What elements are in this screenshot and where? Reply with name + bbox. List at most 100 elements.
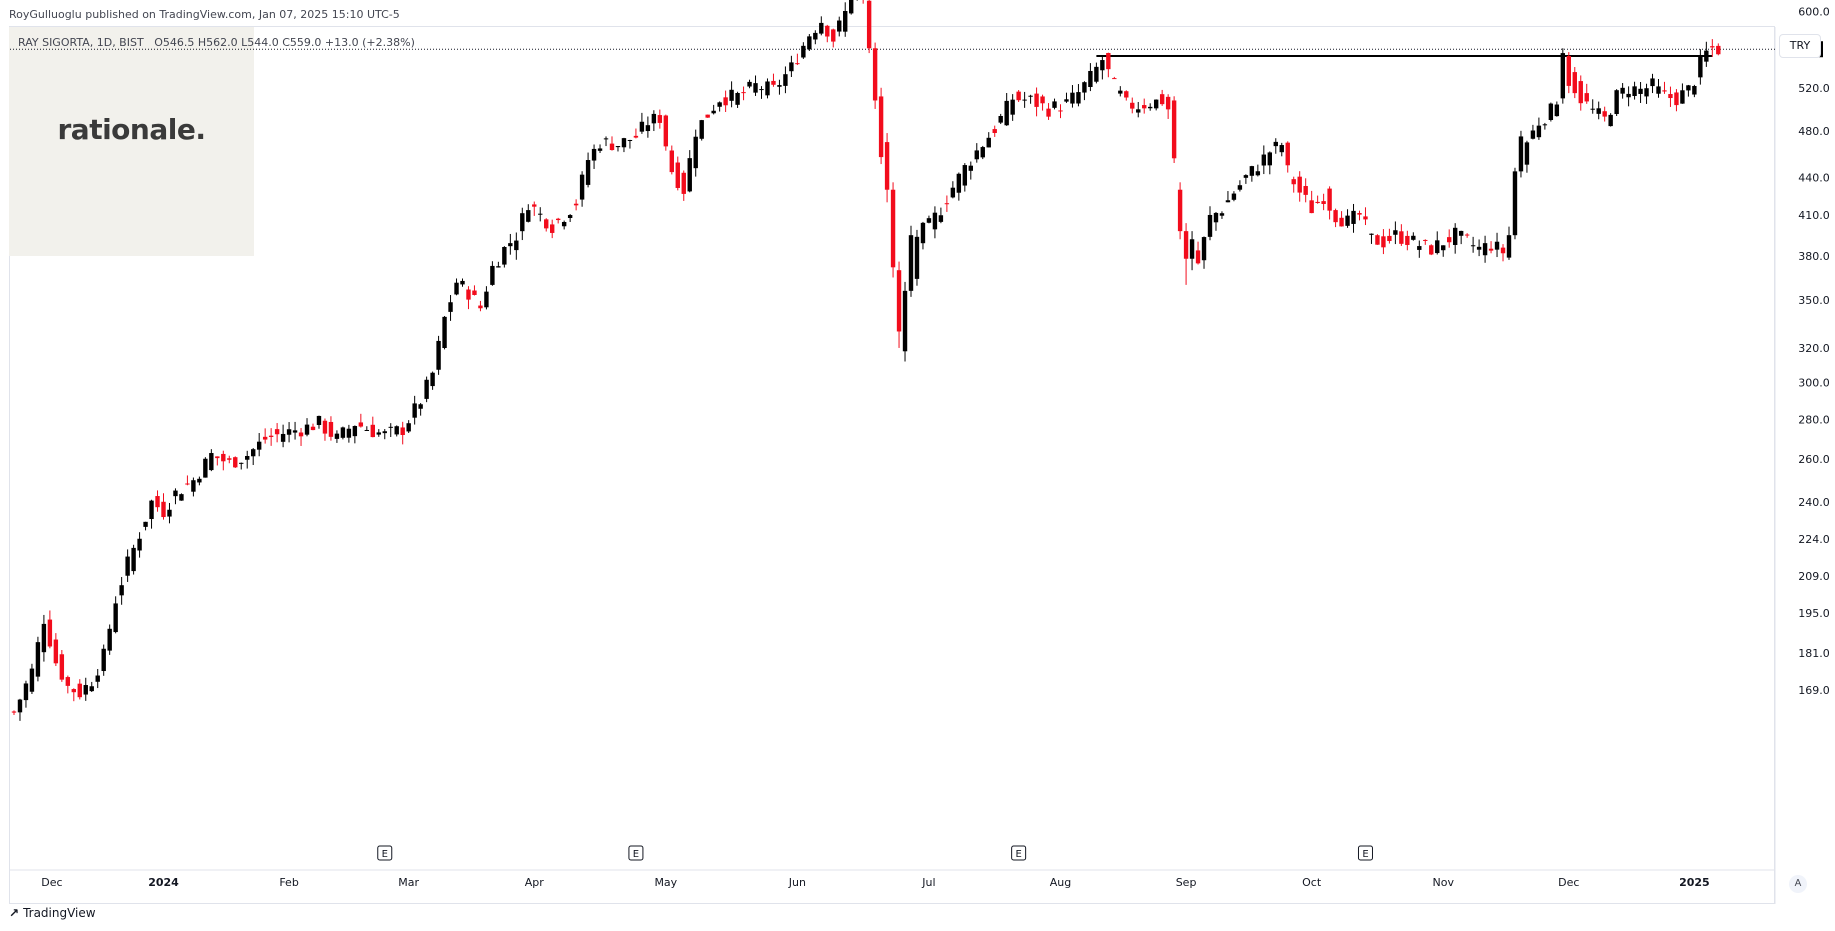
y-tick-label: 181.0 — [1798, 647, 1830, 660]
candle-body — [615, 146, 621, 148]
candle-body — [442, 316, 447, 349]
candle-body — [795, 63, 800, 65]
candle-body — [843, 10, 848, 32]
candle-body — [1339, 217, 1344, 227]
candle-body — [472, 290, 477, 295]
candle-body — [998, 115, 1003, 123]
candle-body — [1458, 230, 1464, 236]
candle-body — [370, 424, 375, 438]
candle-body — [1004, 100, 1009, 126]
candle-body — [35, 642, 41, 677]
candle-body — [1159, 94, 1165, 105]
candle-body — [579, 174, 585, 200]
candle-body — [896, 270, 902, 332]
y-tick-label: 600.0 — [1798, 5, 1830, 18]
earnings-marker-label: E — [633, 849, 639, 860]
candle-body — [1213, 212, 1219, 223]
candle-body — [1177, 189, 1183, 232]
tradingview-footer[interactable]: ↗ TradingView — [9, 906, 96, 920]
symbol-legend[interactable]: RAY SIGORTA, 1D, BIST O546.5 H562.0 L544… — [18, 36, 415, 49]
candle-body — [1411, 235, 1416, 240]
candle-body — [1189, 239, 1195, 259]
candle-body — [346, 428, 352, 438]
candle-body — [1686, 85, 1691, 91]
candle-body — [1375, 235, 1380, 245]
candle-body — [1447, 237, 1452, 243]
candle-body — [1243, 175, 1249, 178]
candle-body — [1315, 201, 1320, 204]
currency-button[interactable]: TRY — [1779, 34, 1821, 58]
candle-body — [651, 113, 657, 124]
candle-body — [1321, 201, 1326, 204]
candle-body — [95, 675, 100, 682]
candle-body — [1560, 53, 1566, 99]
y-tick-label: 209.0 — [1798, 570, 1830, 583]
candle-body — [1542, 124, 1548, 126]
candle-body — [1578, 81, 1583, 104]
candle-body — [621, 138, 627, 148]
candle-body — [1524, 142, 1530, 165]
candle-body — [143, 521, 148, 527]
y-tick-label: 480.0 — [1798, 125, 1830, 138]
candle-body — [496, 266, 501, 268]
candle-body — [1040, 96, 1045, 104]
candle-body — [1267, 152, 1272, 166]
candle-body — [1692, 86, 1697, 95]
candle-body — [1470, 245, 1476, 247]
candle-body — [1148, 106, 1153, 109]
candle-body — [550, 224, 555, 233]
candle-body — [47, 619, 53, 647]
auto-scale-button[interactable]: A — [1789, 875, 1807, 893]
candle-body — [1333, 210, 1338, 223]
candle-body — [532, 204, 537, 207]
candle-body — [807, 36, 812, 50]
candle-body — [400, 427, 405, 435]
legend-symbol: RAY SIGORTA, 1D, BIST — [18, 36, 144, 49]
candle-body — [693, 136, 698, 169]
candle-body — [914, 236, 920, 279]
candle-body — [705, 114, 710, 118]
candle-body — [890, 189, 896, 268]
candle-body — [687, 158, 692, 192]
candle-body — [1273, 141, 1278, 147]
candle-body — [502, 246, 507, 265]
candle-body — [1237, 185, 1243, 190]
candle-body — [1602, 111, 1607, 117]
y-tick-label: 320.0 — [1798, 342, 1830, 355]
candle-body — [663, 115, 669, 147]
y-tick-label: 240.0 — [1798, 496, 1830, 509]
candle-body — [137, 538, 142, 551]
candle-body — [1064, 99, 1069, 102]
candle-body — [1261, 154, 1267, 166]
candle-body — [938, 215, 944, 222]
candle-body — [388, 426, 393, 428]
candle-body — [107, 628, 112, 651]
candle-body — [765, 81, 770, 96]
candle-body — [1070, 92, 1075, 104]
candle-body — [1028, 95, 1033, 97]
tradingview-logo-icon: ↗ — [9, 906, 20, 920]
candle-body — [41, 623, 47, 653]
candle-body — [203, 458, 208, 478]
candle-body — [1387, 235, 1392, 242]
candle-body — [1118, 90, 1123, 94]
candle-body — [573, 203, 579, 206]
candle-body — [286, 429, 292, 435]
candle-body — [1452, 227, 1458, 245]
candle-body — [29, 668, 35, 692]
candle-body — [591, 148, 597, 161]
candle-body — [771, 80, 776, 85]
x-tick-label: 2024 — [148, 876, 179, 889]
candle-body — [1201, 237, 1207, 261]
candle-body — [1423, 239, 1428, 241]
candle-body — [884, 142, 890, 190]
candle-body — [932, 212, 938, 230]
candle-body — [490, 265, 495, 285]
candle-body — [538, 213, 543, 215]
candle-body — [1494, 241, 1500, 250]
legend-high: H562.0 — [197, 36, 238, 49]
candle-body — [1255, 171, 1261, 176]
candle-body — [1572, 72, 1577, 94]
earnings-marker-label: E — [1362, 849, 1368, 860]
